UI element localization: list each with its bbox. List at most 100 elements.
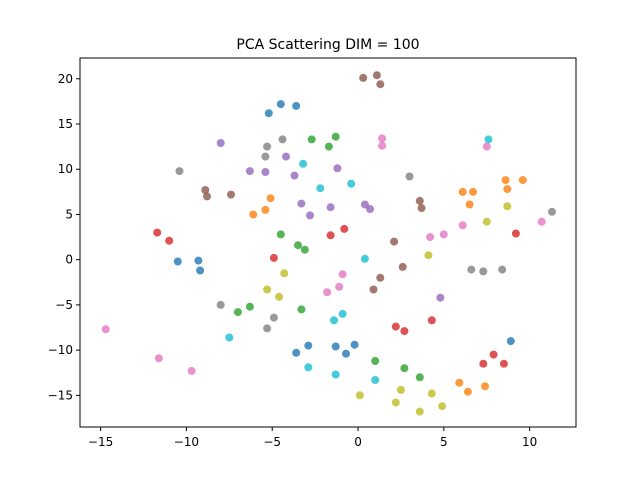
scatter-point-s9-p4 bbox=[360, 254, 369, 263]
scatter-point-s9-p5 bbox=[330, 316, 338, 325]
scatter-point-s7-p0 bbox=[278, 135, 287, 144]
scatter-point-s0-p1 bbox=[264, 109, 273, 118]
scatter-point-s3-p8 bbox=[400, 327, 409, 336]
scatter-point-s3-p1 bbox=[165, 236, 174, 245]
scatter-point-s9-p8 bbox=[304, 363, 313, 372]
scatter-point-s5-p10 bbox=[376, 273, 385, 282]
chart-title: PCA Scattering DIM = 100 bbox=[236, 37, 419, 53]
scatter-point-s8-p6 bbox=[355, 391, 364, 400]
scatter-point-s5-p7 bbox=[417, 204, 426, 213]
scatter-point-s4-p0 bbox=[216, 139, 225, 147]
x-tick-label-3: 0 bbox=[354, 435, 362, 449]
scatter-point-s8-p0 bbox=[482, 217, 491, 226]
scatter-point-s1-p6 bbox=[266, 194, 275, 203]
scatter-point-s8-p8 bbox=[391, 398, 400, 407]
scatter-point-s4-p7 bbox=[306, 211, 314, 220]
scatter-point-s3-p7 bbox=[391, 322, 400, 331]
scatter-point-s0-p0 bbox=[276, 100, 285, 109]
scatter-point-s4-p4 bbox=[290, 171, 299, 180]
scatter-point-s6-p4 bbox=[458, 221, 467, 230]
y-tick-label-3: 0 bbox=[65, 253, 73, 267]
x-tick-label-1: −10 bbox=[174, 435, 199, 449]
y-tick-label-0: −15 bbox=[48, 388, 73, 402]
scatter-point-s4-p10 bbox=[366, 205, 374, 213]
scatter-point-s1-p11 bbox=[481, 382, 489, 391]
scatter-point-s4-p11 bbox=[436, 293, 445, 302]
scatter-point-s2-p8 bbox=[245, 302, 254, 311]
scatter-point-s9-p6 bbox=[338, 309, 347, 318]
x-tick-label-4: 5 bbox=[440, 435, 448, 449]
scatter-point-s7-p3 bbox=[175, 167, 184, 176]
scatter-point-s8-p10 bbox=[415, 407, 424, 416]
scatter-point-s7-p7 bbox=[479, 267, 488, 276]
scatter-point-s7-p9 bbox=[216, 300, 225, 309]
scatter-point-s6-p7 bbox=[338, 270, 347, 279]
scatter-point-s1-p4 bbox=[458, 187, 467, 196]
scatter-point-s0-p3 bbox=[194, 256, 203, 265]
scatter-point-s5-p8 bbox=[390, 237, 399, 246]
scatter-point-s3-p5 bbox=[511, 229, 520, 238]
y-tick-label-7: 20 bbox=[58, 72, 73, 86]
scatter-point-s3-p3 bbox=[326, 231, 335, 240]
scatter-point-s6-p11 bbox=[154, 354, 163, 363]
scatter-point-s8-p3 bbox=[280, 269, 289, 278]
scatter-point-s8-p2 bbox=[424, 251, 433, 260]
scatter-point-s8-p7 bbox=[396, 385, 405, 394]
scatter-point-s2-p9 bbox=[371, 357, 380, 365]
scatter-point-s5-p6 bbox=[415, 196, 424, 205]
scatter-point-s9-p7 bbox=[225, 333, 234, 342]
scatter-point-s9-p1 bbox=[299, 159, 308, 168]
scatter-point-s0-p2 bbox=[292, 101, 301, 110]
scatter-point-s8-p9 bbox=[427, 389, 436, 398]
scatter-point-s6-p0 bbox=[378, 134, 387, 143]
scatter-point-s2-p10 bbox=[400, 364, 409, 373]
y-tick-label-2: −5 bbox=[55, 298, 73, 312]
y-tick-label-1: −10 bbox=[48, 343, 73, 357]
scatter-point-s9-p10 bbox=[371, 376, 380, 384]
x-tick-label-0: −15 bbox=[88, 435, 113, 449]
scatter-point-s5-p2 bbox=[376, 80, 385, 89]
scatter-point-s6-p3 bbox=[537, 217, 546, 226]
scatter-point-s8-p11 bbox=[438, 402, 447, 411]
scatter-point-s6-p10 bbox=[101, 325, 110, 334]
scatter-point-s3-p4 bbox=[269, 253, 278, 262]
scatter-point-s7-p4 bbox=[405, 172, 414, 181]
x-axis: −15 −10 −5 0 5 10 bbox=[88, 427, 537, 449]
scatter-point-s4-p6 bbox=[297, 199, 306, 208]
scatter-point-s7-p6 bbox=[467, 265, 476, 274]
scatter-point-s3-p2 bbox=[340, 224, 349, 233]
scatter-point-s7-p5 bbox=[548, 207, 556, 216]
scatter-point-s3-p0 bbox=[153, 228, 162, 237]
scatter-point-s9-p9 bbox=[331, 370, 340, 379]
scatter-point-s9-p2 bbox=[316, 184, 325, 193]
scatter-point-s7-p1 bbox=[263, 142, 272, 151]
scatter-point-s7-p11 bbox=[263, 324, 272, 333]
scatter-point-s5-p1 bbox=[372, 71, 381, 80]
scatter-point-s1-p2 bbox=[503, 185, 512, 194]
y-tick-label-6: 15 bbox=[58, 117, 73, 131]
y-tick-label-5: 10 bbox=[58, 162, 73, 176]
scatter-point-s1-p8 bbox=[249, 210, 258, 219]
scatter-point-s7-p2 bbox=[261, 152, 270, 161]
scatter-point-s0-p8 bbox=[342, 349, 350, 358]
scatter-point-s2-p1 bbox=[331, 132, 340, 141]
scatter-point-s2-p5 bbox=[300, 245, 309, 254]
scatter-point-s0-p6 bbox=[292, 348, 301, 357]
scatter-point-s3-p10 bbox=[479, 359, 488, 368]
scatter-point-s8-p5 bbox=[275, 292, 284, 301]
scatter-point-s1-p9 bbox=[455, 378, 464, 387]
plot-frame bbox=[79, 57, 577, 428]
scatter-point-s8-p4 bbox=[263, 285, 272, 294]
scatter-point-s6-p2 bbox=[482, 142, 491, 151]
scatter-point-s9-p3 bbox=[347, 179, 356, 188]
scatter-point-s8-p1 bbox=[503, 202, 512, 211]
scatter-point-s6-p1 bbox=[378, 141, 387, 150]
scatter-point-s4-p1 bbox=[245, 167, 254, 176]
scatter-point-s6-p6 bbox=[439, 230, 448, 239]
scatter-point-s2-p0 bbox=[307, 135, 316, 144]
scatter-point-s4-p3 bbox=[282, 152, 290, 161]
scatter-point-s2-p4 bbox=[294, 241, 302, 250]
scatter-point-s5-p0 bbox=[359, 73, 368, 82]
x-tick-label-5: 10 bbox=[522, 435, 537, 449]
